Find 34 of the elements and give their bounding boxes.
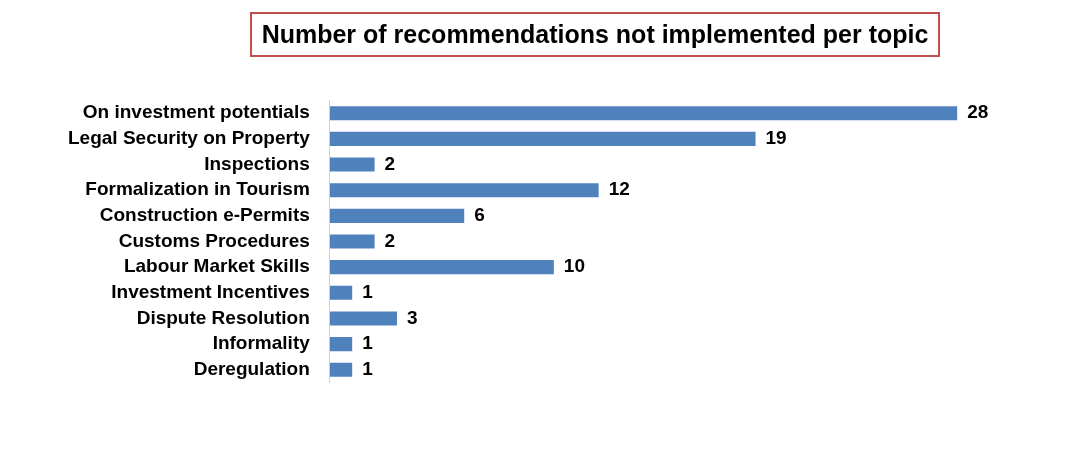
- data-label: 19: [765, 127, 787, 149]
- bar: [329, 362, 353, 377]
- bar: [329, 208, 465, 223]
- bar: [329, 106, 958, 121]
- bar: [329, 311, 398, 326]
- data-label: 2: [384, 152, 396, 174]
- bar: [329, 285, 353, 300]
- bar: [329, 260, 554, 275]
- data-label: 2: [384, 229, 396, 251]
- data-label: 1: [362, 281, 374, 303]
- y-tick-label: Legal Security on Property: [67, 127, 311, 149]
- y-tick-label: Formalization in Tourism: [85, 178, 310, 200]
- chart-title: Number of recommendations not implemented per topic: [249, 12, 941, 57]
- data-label: 1: [362, 332, 374, 354]
- y-tick-label: Informality: [212, 332, 311, 354]
- data-label: 3: [407, 306, 418, 328]
- y-tick-label: On investment potentials: [82, 101, 310, 123]
- y-tick-label: Inspections: [204, 152, 310, 174]
- bar: [329, 337, 353, 352]
- bar: [329, 234, 375, 249]
- y-tick-label: Dispute Resolution: [136, 306, 310, 328]
- data-label: 28: [967, 101, 989, 123]
- y-tick-label: Construction e-Permits: [99, 204, 310, 226]
- y-tick-label: Deregulation: [193, 358, 310, 380]
- y-tick-label: Labour Market Skills: [123, 255, 310, 277]
- bar: [329, 131, 756, 146]
- data-label: 12: [608, 178, 630, 200]
- y-tick-label: Customs Procedures: [118, 229, 310, 251]
- y-tick-label: Investment Incentives: [111, 281, 310, 303]
- data-label: 1: [362, 358, 374, 380]
- data-label: 10: [563, 255, 585, 277]
- bar: [329, 183, 599, 198]
- data-label: 6: [474, 204, 485, 226]
- bar: [329, 157, 375, 172]
